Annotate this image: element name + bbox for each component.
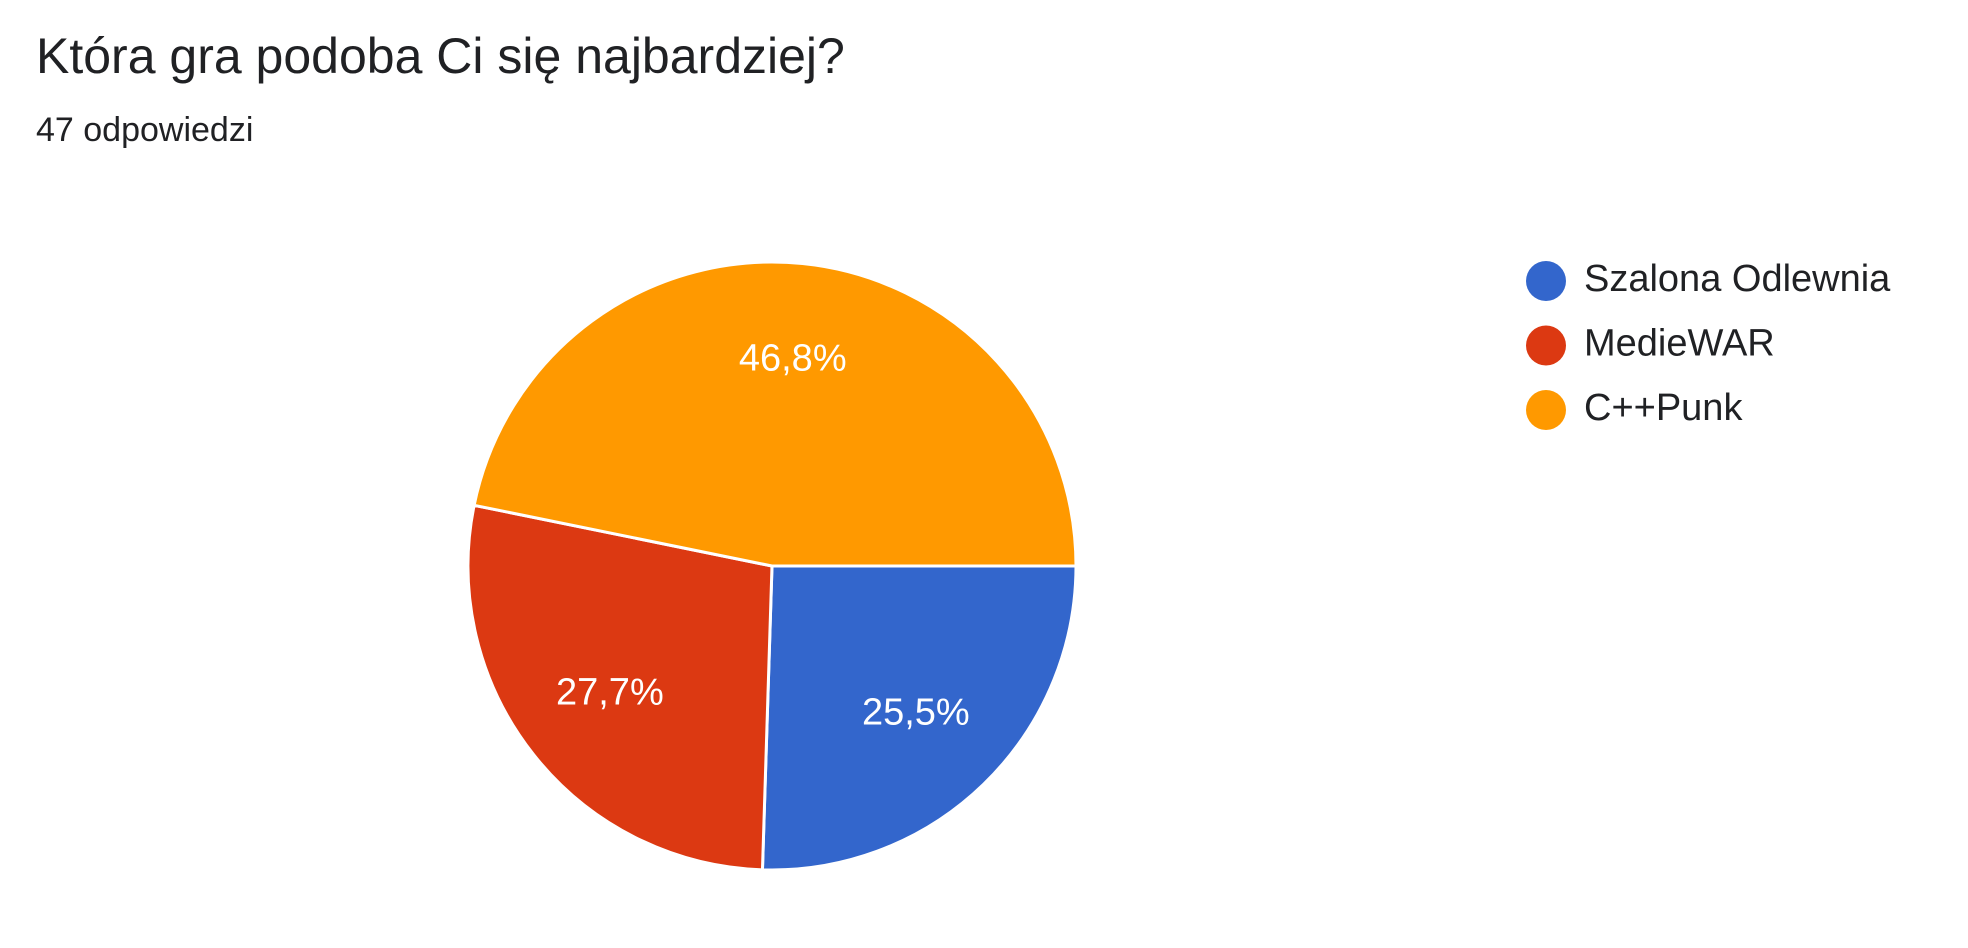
pie-slice xyxy=(466,503,774,872)
legend-marker xyxy=(1526,325,1566,366)
legend-label: MedieWAR xyxy=(1584,323,1775,365)
legend-label: Szalona Odlewnia xyxy=(1584,258,1891,300)
chart-title: Która gra podoba Ci się najbardziej? xyxy=(36,28,845,84)
chart-subtitle: 47 odpowiedzi xyxy=(36,111,253,149)
legend-marker xyxy=(1526,390,1566,430)
data-label: 46,8% xyxy=(739,337,847,379)
data-label: 25,5% xyxy=(862,691,970,733)
pie-slice xyxy=(472,260,1078,568)
legend-label: C++Punk xyxy=(1584,387,1743,429)
pie-slice xyxy=(760,564,1078,872)
legend-marker xyxy=(1526,261,1566,301)
data-label: 27,7% xyxy=(556,671,664,713)
